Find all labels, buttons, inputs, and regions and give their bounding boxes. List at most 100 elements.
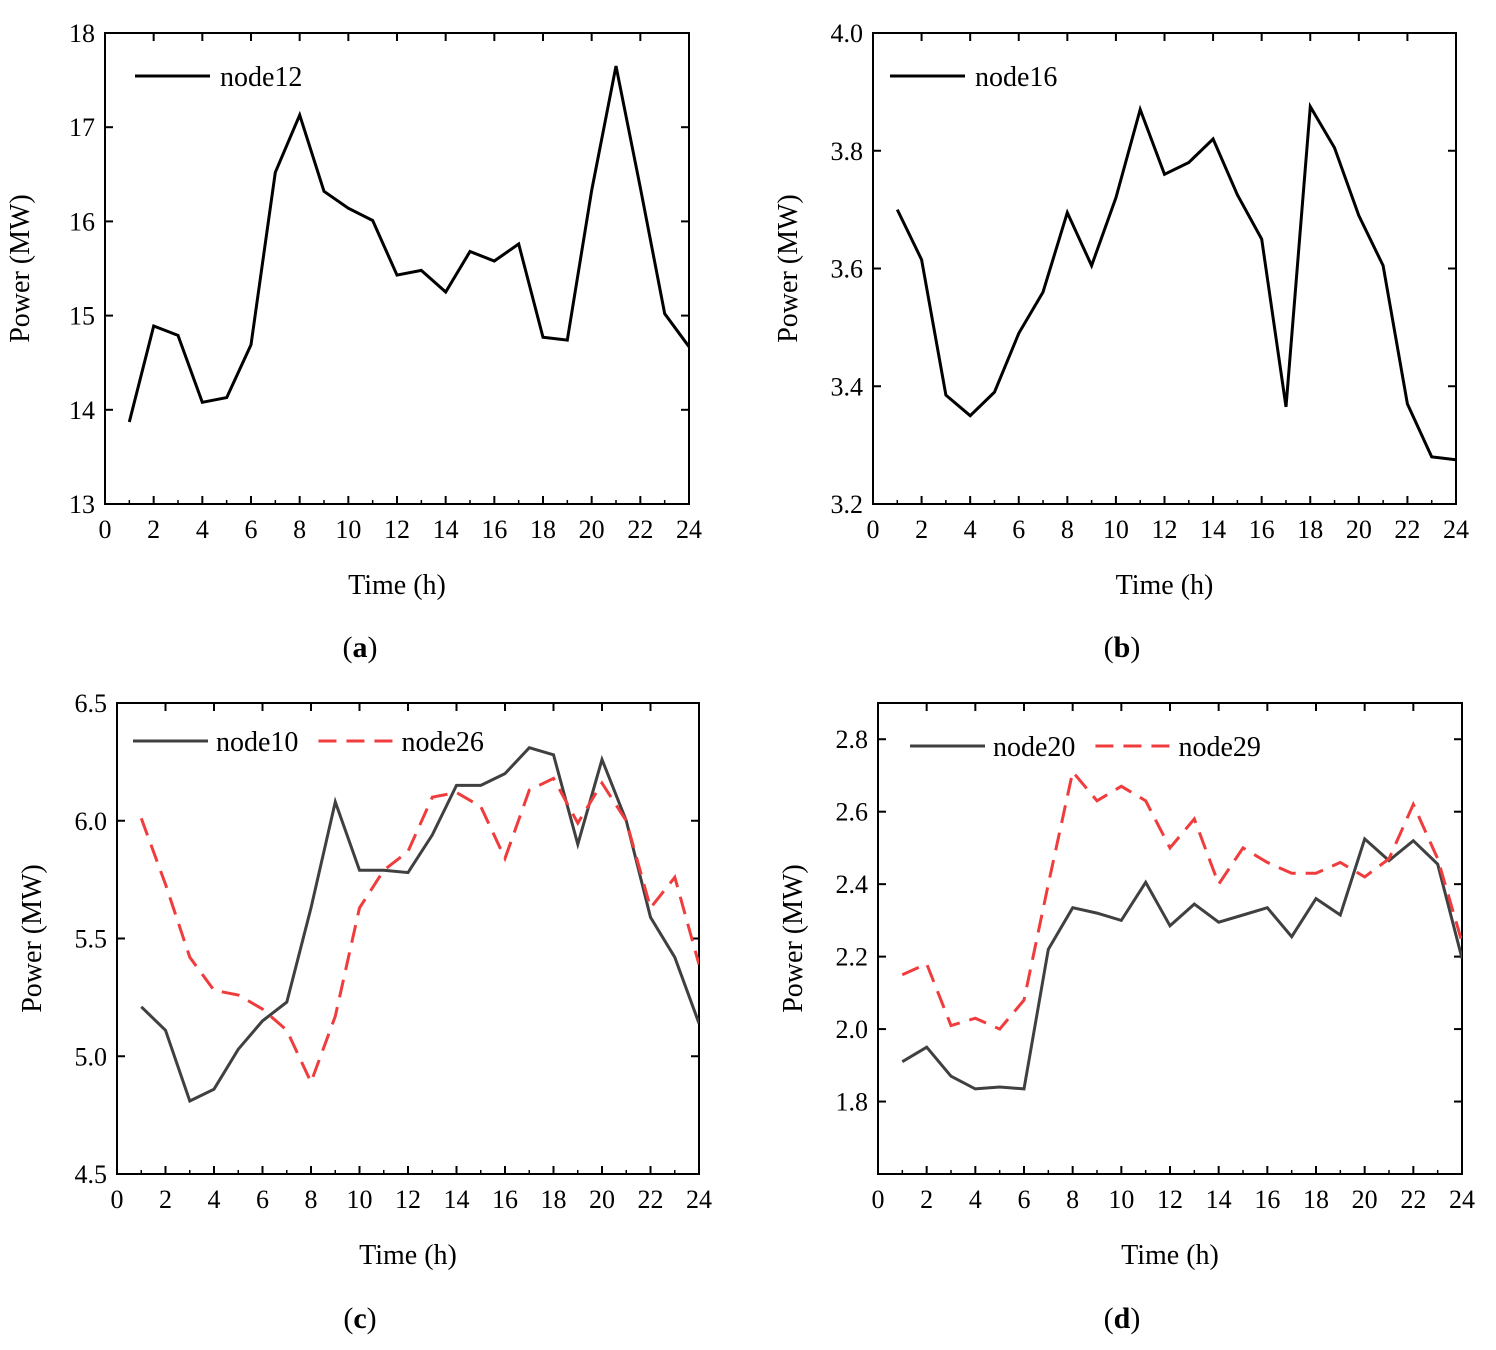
caption-open-paren: ( [343, 631, 353, 664]
legend-label-node26: node26 [401, 727, 483, 758]
series-line-node26 [139, 776, 699, 1087]
x-tick-label: 14 [444, 1185, 470, 1214]
x-tick-label: 12 [395, 1185, 421, 1214]
y-tick-label: 4.5 [75, 1160, 108, 1189]
x-axis-title: Time (h) [1121, 1240, 1219, 1271]
x-tick-label: 14 [433, 515, 459, 544]
x-tick-label: 4 [196, 515, 209, 544]
legend-label-node10: node10 [216, 727, 298, 758]
panel-caption: (c) [343, 1302, 376, 1335]
x-tick-label: 18 [541, 1185, 567, 1214]
legend-label-node20: node20 [993, 732, 1075, 763]
y-axis-title: Power (MW) [778, 864, 809, 1013]
x-tick-label: 10 [1108, 1185, 1134, 1214]
x-tick-label: 0 [867, 515, 880, 544]
y-tick-label: 13 [69, 490, 95, 519]
x-tick-label: 0 [872, 1185, 885, 1214]
x-tick-label: 0 [111, 1185, 124, 1214]
x-axis-title: Time (h) [359, 1240, 457, 1271]
plot-frame [877, 702, 1463, 1175]
y-tick-label: 2.4 [836, 870, 869, 899]
y-tick-label: 3.6 [831, 255, 864, 284]
x-tick-label: 6 [256, 1185, 269, 1214]
x-tick-label: 22 [1400, 1185, 1426, 1214]
x-tick-label: 10 [1103, 515, 1129, 544]
legend-label-node12: node12 [220, 62, 302, 93]
x-tick-label: 8 [305, 1185, 318, 1214]
y-tick-label: 6.0 [75, 807, 108, 836]
x-axis-title: Time (h) [348, 570, 446, 601]
panel-caption: (b) [1104, 631, 1141, 664]
x-tick-label: 4 [964, 515, 977, 544]
x-tick-label: 18 [1297, 515, 1323, 544]
y-tick-label: 17 [69, 113, 95, 142]
x-tick-label: 16 [481, 515, 507, 544]
y-tick-label: 2.0 [836, 1015, 869, 1044]
y-tick-label: 3.4 [831, 372, 864, 401]
x-tick-label: 18 [530, 515, 556, 544]
caption-open-paren: ( [1104, 631, 1114, 664]
x-tick-label: 20 [589, 1185, 615, 1214]
x-tick-label: 24 [1449, 1185, 1475, 1214]
panel-d: 0 2 4 6 8 10 12 14 16 18 20 22 241.82.02.22.42.62.8T… [778, 702, 1475, 1335]
x-tick-label: 4 [969, 1185, 982, 1214]
caption-letter: d [1114, 1302, 1131, 1335]
y-axis-title: Power (MW) [5, 194, 36, 343]
y-axis-title: Power (MW) [17, 864, 48, 1013]
plot-frame [872, 32, 1457, 505]
y-tick-label: 16 [69, 207, 95, 236]
caption-open-paren: ( [1104, 1302, 1114, 1335]
series-line-node16 [895, 101, 1456, 462]
y-tick-label: 5.5 [75, 925, 108, 954]
x-tick-label: 12 [1157, 1185, 1183, 1214]
x-tick-label: 22 [1394, 515, 1420, 544]
x-tick-label: 2 [159, 1185, 172, 1214]
caption-close-paren: ) [368, 631, 378, 664]
series-line-node10 [140, 746, 699, 1104]
x-tick-label: 4 [208, 1185, 221, 1214]
y-tick-label: 5.0 [75, 1042, 108, 1071]
x-tick-label: 20 [1352, 1185, 1378, 1214]
caption-letter: b [1114, 631, 1131, 664]
x-tick-label: 22 [627, 515, 653, 544]
x-tick-label: 6 [1018, 1185, 1031, 1214]
y-tick-label: 15 [69, 302, 95, 331]
legend-label-node16: node16 [975, 62, 1057, 93]
y-tick-label: 2.6 [836, 798, 869, 827]
y-axis-title: Power (MW) [773, 194, 804, 343]
y-tick-label: 2.2 [836, 943, 869, 972]
plot-frame [104, 32, 690, 505]
y-tick-label: 4.0 [831, 19, 864, 48]
x-tick-label: 8 [293, 515, 306, 544]
series-line-node20 [901, 836, 1462, 1091]
x-tick-label: 10 [347, 1185, 373, 1214]
y-tick-label: 14 [69, 396, 95, 425]
series-line-node29 [901, 768, 1462, 1031]
x-tick-label: 24 [686, 1185, 712, 1214]
x-tick-label: 0 [99, 515, 112, 544]
x-tick-label: 12 [384, 515, 410, 544]
panel-caption: (d) [1104, 1302, 1141, 1335]
x-tick-label: 20 [1346, 515, 1372, 544]
series-line-node12 [127, 65, 689, 423]
x-tick-label: 14 [1200, 515, 1226, 544]
plot-frame [116, 702, 700, 1175]
y-tick-label: 3.8 [831, 137, 864, 166]
y-tick-label: 2.8 [836, 725, 869, 754]
y-tick-label: 1.8 [836, 1088, 869, 1117]
x-tick-label: 18 [1303, 1185, 1329, 1214]
x-tick-label: 2 [920, 1185, 933, 1214]
x-tick-label: 2 [915, 515, 928, 544]
caption-close-paren: ) [1130, 1302, 1140, 1335]
x-tick-label: 22 [638, 1185, 664, 1214]
legend-label-node29: node29 [1178, 732, 1260, 763]
x-axis-title: Time (h) [1116, 570, 1214, 601]
panel-b: 0 2 4 6 8 10 12 14 16 18 20 22 243.23.43.63.84.0Time… [773, 19, 1469, 664]
x-tick-label: 16 [1254, 1185, 1280, 1214]
x-tick-label: 16 [1249, 515, 1275, 544]
caption-letter: a [353, 631, 368, 664]
caption-open-paren: ( [343, 1302, 353, 1335]
caption-letter: c [353, 1302, 366, 1335]
